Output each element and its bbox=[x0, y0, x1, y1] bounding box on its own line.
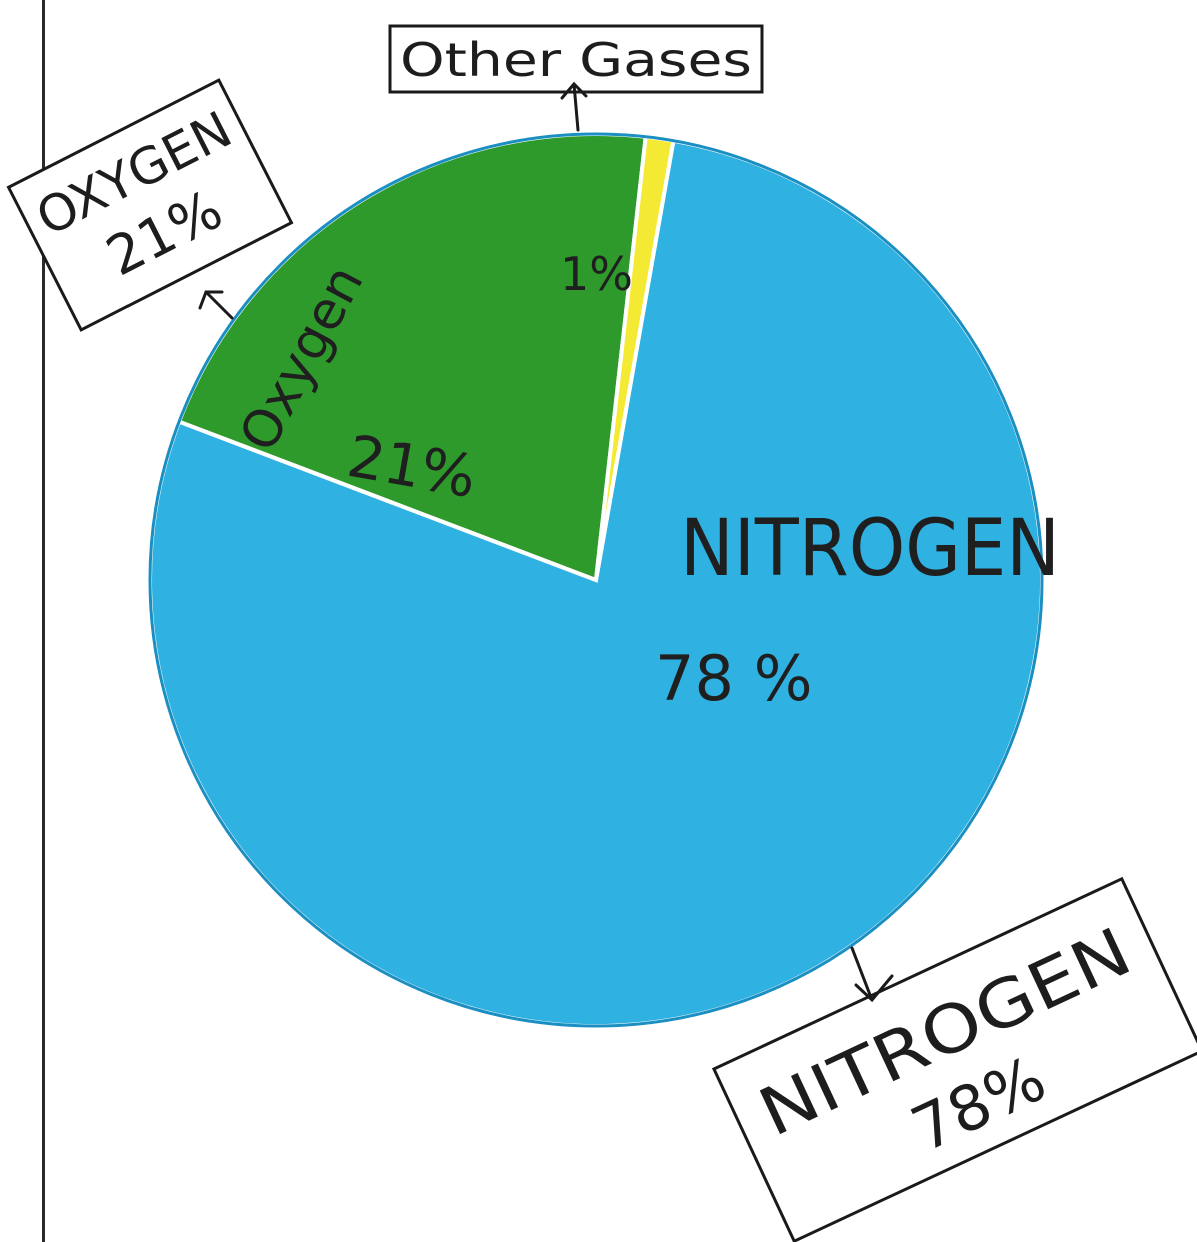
pie-outline bbox=[148, 132, 1044, 1028]
callout-other-gases-arrow bbox=[560, 81, 588, 132]
callout-other-gases-text: Other Gases bbox=[400, 33, 752, 87]
callout-other-gases: Other Gases bbox=[388, 24, 764, 132]
notebook-margin-line bbox=[42, 0, 45, 1242]
callout-oxygen: OXYGEN 21% bbox=[6, 78, 294, 332]
callout-oxygen-box bbox=[6, 78, 294, 332]
callout-oxygen-arrow bbox=[198, 290, 234, 320]
slice-value-nitrogen: 78 % bbox=[655, 642, 813, 715]
slice-label-nitrogen: NITROGEN bbox=[680, 504, 1060, 594]
slice-value-other: 1% bbox=[560, 247, 633, 301]
callout-nitrogen-box bbox=[711, 876, 1197, 1242]
pie-slices bbox=[148, 132, 1044, 1028]
callout-nitrogen-arrow bbox=[850, 946, 894, 1003]
